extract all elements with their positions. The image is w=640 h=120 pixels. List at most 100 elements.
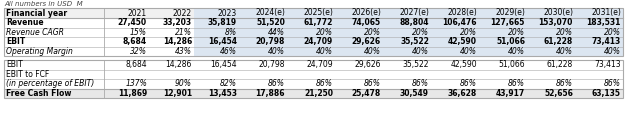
Text: 74,065: 74,065 bbox=[352, 18, 381, 27]
Text: 12,901: 12,901 bbox=[163, 89, 192, 98]
Text: 27,450: 27,450 bbox=[118, 18, 147, 27]
Text: All numbers in USD  M: All numbers in USD M bbox=[4, 1, 83, 7]
Text: 51,066: 51,066 bbox=[499, 60, 525, 69]
Text: 16,454: 16,454 bbox=[211, 60, 237, 69]
Text: 20%: 20% bbox=[364, 28, 381, 37]
Text: EBIT: EBIT bbox=[6, 60, 23, 69]
Text: 86%: 86% bbox=[556, 79, 573, 88]
Text: 88,804: 88,804 bbox=[399, 18, 429, 27]
Text: 106,476: 106,476 bbox=[442, 18, 477, 27]
Text: Operating Margin: Operating Margin bbox=[6, 47, 73, 56]
Text: 51,066: 51,066 bbox=[496, 37, 525, 46]
Text: 2022: 2022 bbox=[173, 9, 192, 18]
Text: 11,869: 11,869 bbox=[118, 89, 147, 98]
Text: 40%: 40% bbox=[604, 47, 621, 56]
Text: EBIT: EBIT bbox=[6, 37, 25, 46]
Text: 86%: 86% bbox=[316, 79, 333, 88]
Text: 2030(e): 2030(e) bbox=[543, 9, 573, 18]
Text: 20%: 20% bbox=[316, 28, 333, 37]
Text: 24,709: 24,709 bbox=[307, 60, 333, 69]
Text: 8%: 8% bbox=[225, 28, 237, 37]
Text: 24,709: 24,709 bbox=[304, 37, 333, 46]
Text: EBIT to FCF: EBIT to FCF bbox=[6, 70, 49, 79]
Text: 21%: 21% bbox=[175, 28, 192, 37]
Bar bbox=[194, 8, 623, 18]
Text: 13,453: 13,453 bbox=[208, 89, 237, 98]
Text: 42,590: 42,590 bbox=[448, 37, 477, 46]
Text: 90%: 90% bbox=[175, 79, 192, 88]
Text: 8,684: 8,684 bbox=[125, 60, 147, 69]
Text: 51,520: 51,520 bbox=[256, 18, 285, 27]
Text: 16,454: 16,454 bbox=[208, 37, 237, 46]
Text: 30,549: 30,549 bbox=[400, 89, 429, 98]
Text: 20,798: 20,798 bbox=[259, 60, 285, 69]
Text: (in percentage of EBIT): (in percentage of EBIT) bbox=[6, 79, 94, 88]
Text: 44%: 44% bbox=[268, 28, 285, 37]
Text: 20%: 20% bbox=[508, 28, 525, 37]
Text: 2025(e): 2025(e) bbox=[303, 9, 333, 18]
Text: 86%: 86% bbox=[412, 79, 429, 88]
Bar bbox=[4, 8, 623, 56]
Bar bbox=[194, 8, 623, 56]
Bar bbox=[4, 37, 104, 46]
Text: 61,228: 61,228 bbox=[547, 60, 573, 69]
Text: 20%: 20% bbox=[460, 28, 477, 37]
Text: 25,478: 25,478 bbox=[352, 89, 381, 98]
Text: 43,917: 43,917 bbox=[496, 89, 525, 98]
Text: 73,413: 73,413 bbox=[595, 60, 621, 69]
Text: Free Cash Flow: Free Cash Flow bbox=[6, 89, 72, 98]
Text: 52,656: 52,656 bbox=[544, 89, 573, 98]
Bar bbox=[4, 18, 104, 27]
Text: 2026(e): 2026(e) bbox=[351, 9, 381, 18]
Text: 40%: 40% bbox=[556, 47, 573, 56]
Text: 40%: 40% bbox=[364, 47, 381, 56]
Text: 35,819: 35,819 bbox=[208, 18, 237, 27]
Text: 86%: 86% bbox=[604, 79, 621, 88]
Text: 29,626: 29,626 bbox=[352, 37, 381, 46]
Text: 2031(e): 2031(e) bbox=[591, 9, 621, 18]
Text: 36,628: 36,628 bbox=[448, 89, 477, 98]
Text: 73,413: 73,413 bbox=[592, 37, 621, 46]
Text: 8,684: 8,684 bbox=[123, 37, 147, 46]
Text: 40%: 40% bbox=[316, 47, 333, 56]
Text: 43%: 43% bbox=[175, 47, 192, 56]
Text: 2028(e): 2028(e) bbox=[447, 9, 477, 18]
Text: 14,286: 14,286 bbox=[163, 37, 192, 46]
Text: 40%: 40% bbox=[412, 47, 429, 56]
Text: Revenue CAGR: Revenue CAGR bbox=[6, 28, 64, 37]
Text: 2024(e): 2024(e) bbox=[255, 9, 285, 18]
Text: 63,135: 63,135 bbox=[592, 89, 621, 98]
Text: 32%: 32% bbox=[130, 47, 147, 56]
Text: 61,772: 61,772 bbox=[303, 18, 333, 27]
Text: 29,626: 29,626 bbox=[355, 60, 381, 69]
Text: 20%: 20% bbox=[556, 28, 573, 37]
Bar bbox=[4, 60, 623, 98]
Text: 82%: 82% bbox=[220, 79, 237, 88]
Text: 86%: 86% bbox=[364, 79, 381, 88]
Text: 20%: 20% bbox=[604, 28, 621, 37]
Text: 46%: 46% bbox=[220, 47, 237, 56]
Text: 2027(e): 2027(e) bbox=[399, 9, 429, 18]
Text: 2023: 2023 bbox=[218, 9, 237, 18]
Bar bbox=[4, 60, 623, 98]
Text: 17,886: 17,886 bbox=[255, 89, 285, 98]
Text: 127,665: 127,665 bbox=[491, 18, 525, 27]
Text: 2021: 2021 bbox=[128, 9, 147, 18]
Bar bbox=[4, 8, 623, 18]
Text: Financial year: Financial year bbox=[6, 9, 67, 18]
Text: 183,531: 183,531 bbox=[587, 18, 621, 27]
Text: 20%: 20% bbox=[412, 28, 429, 37]
Text: 153,070: 153,070 bbox=[539, 18, 573, 27]
Text: 40%: 40% bbox=[460, 47, 477, 56]
Text: 86%: 86% bbox=[460, 79, 477, 88]
Text: 21,250: 21,250 bbox=[304, 89, 333, 98]
Text: 35,522: 35,522 bbox=[403, 60, 429, 69]
Text: 61,228: 61,228 bbox=[544, 37, 573, 46]
Text: 15%: 15% bbox=[130, 28, 147, 37]
Text: 20,798: 20,798 bbox=[255, 37, 285, 46]
Text: 40%: 40% bbox=[268, 47, 285, 56]
Text: 42,590: 42,590 bbox=[451, 60, 477, 69]
Text: 40%: 40% bbox=[508, 47, 525, 56]
Text: 33,203: 33,203 bbox=[163, 18, 192, 27]
Bar bbox=[4, 8, 623, 56]
